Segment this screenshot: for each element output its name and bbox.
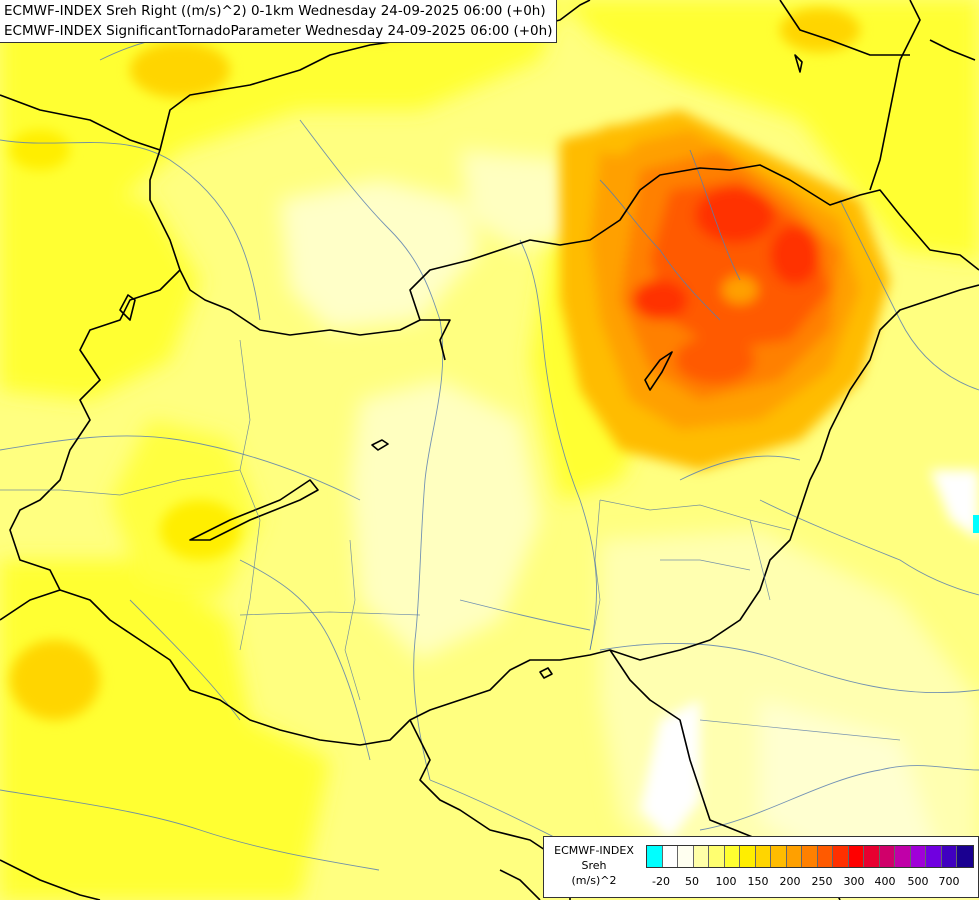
cyan-spot [973,515,979,533]
rivers [0,35,979,871]
legend-swatch [802,846,818,867]
legend-swatch [957,846,973,867]
legend-swatch [833,846,849,867]
legend-swatch [941,846,957,867]
legend-label: ECMWF-INDEX Sreh (m/s)^2 [544,843,644,888]
legend-tick-label: -20 [652,875,670,888]
legend-tick-label: 400 [874,875,896,888]
legend-swatch [926,846,942,867]
legend-ticks: -20 50 100 150 200 250 300 400 500 700 [544,875,978,889]
legend-tick-label: 500 [907,875,929,888]
legend-tick-label: 150 [747,875,769,888]
legend-swatch [755,846,771,867]
legend-swatch [786,846,802,867]
legend-line-param: Sreh [581,859,607,872]
legend-swatch [678,846,694,867]
regional-boundaries [0,339,901,741]
legend-tick-label: 100 [715,875,737,888]
legend-swatch [771,846,787,867]
legend-swatch [895,846,911,867]
legend-swatch [724,846,740,867]
legend-tick-label: 200 [779,875,801,888]
field-hotspot [560,110,890,470]
legend-tick-label: 50 [685,875,699,888]
legend-swatch [817,846,833,867]
legend-tick-label: 250 [811,875,833,888]
legend-swatch [709,846,725,867]
field-white [640,470,979,840]
legend-tick-label: 700 [938,875,960,888]
map-title-box: ECMWF-INDEX Sreh Right ((m/s)^2) 0-1km W… [0,0,558,43]
title-line-stp: ECMWF-INDEX SignificantTornadoParameter … [4,23,553,39]
legend-swatch [910,846,926,867]
legend-line-model: ECMWF-INDEX [554,844,634,857]
legend-swatch [662,846,678,867]
color-legend: ECMWF-INDEX Sreh (m/s)^2 -20 50 100 150 200 2… [543,836,979,898]
legend-swatch [647,846,663,867]
legend-swatches [646,845,974,868]
legend-line-unit: (m/s)^2 [571,874,617,887]
title-line-sreh: ECMWF-INDEX Sreh Right ((m/s)^2) 0-1km W… [4,3,546,19]
legend-swatch [864,846,880,867]
legend-swatch [848,846,864,867]
legend-swatch [740,846,756,867]
legend-swatch [879,846,895,867]
legend-tick-label: 300 [843,875,865,888]
legend-swatch [693,846,709,867]
